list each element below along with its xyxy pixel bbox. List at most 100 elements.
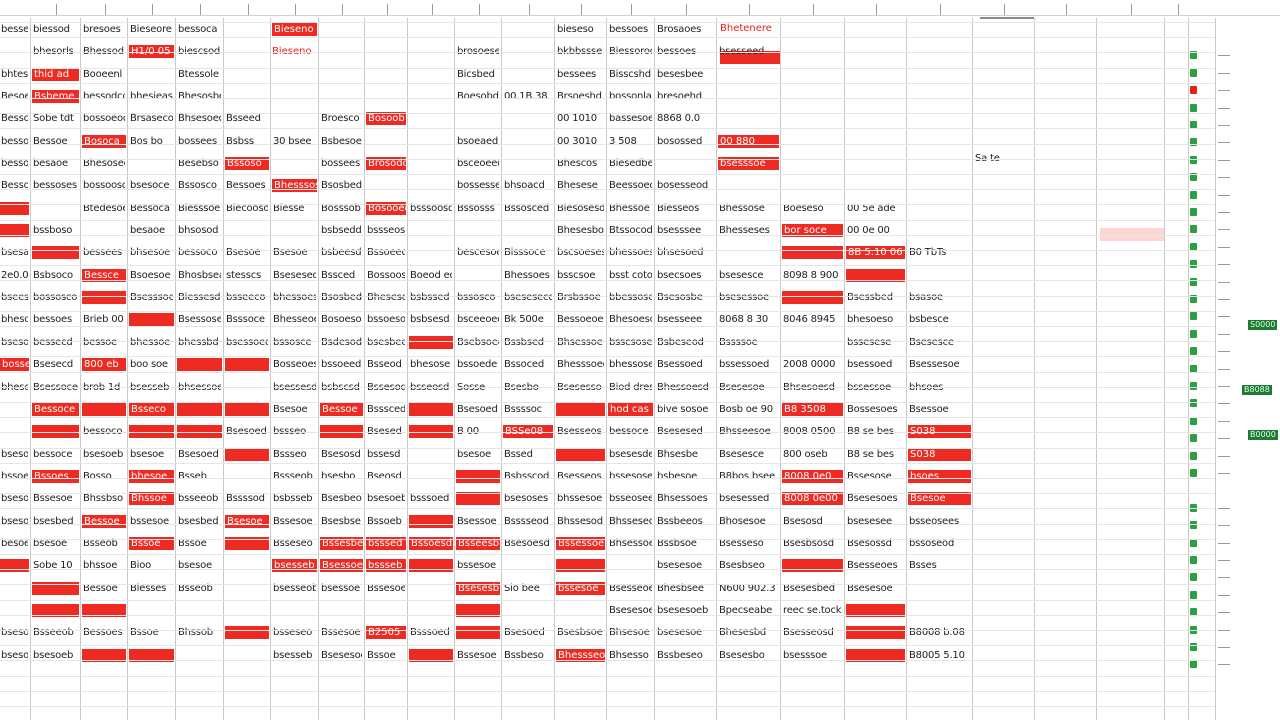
grid-cell[interactable]: bsbesce — [909, 314, 949, 325]
highlighted-cell[interactable] — [782, 291, 843, 304]
grid-cell[interactable]: Broesco — [321, 113, 360, 124]
grid-cell[interactable]: Bsesesce — [719, 449, 764, 460]
grid-cell[interactable]: Bicsbed — [457, 69, 495, 80]
grid-cell[interactable]: 8098 8 900 — [783, 270, 839, 281]
highlighted-cell[interactable] — [225, 448, 269, 461]
highlighted-cell[interactable] — [32, 246, 79, 259]
column-divider[interactable] — [1215, 18, 1216, 720]
highlighted-cell[interactable] — [82, 403, 126, 416]
highlighted-cell[interactable]: 8B 5.10 06 — [846, 246, 905, 259]
grid-cell[interactable]: Bessoeoe — [557, 314, 604, 325]
highlighted-cell[interactable]: Bosoca — [82, 135, 126, 148]
grid-cell[interactable]: bhessoes — [609, 247, 652, 258]
grid-cell[interactable]: Biessorod — [608, 45, 652, 58]
grid-cell[interactable]: Bsesesed — [656, 425, 714, 438]
column-divider[interactable] — [906, 18, 907, 720]
grid-cell[interactable]: 800 oseb — [783, 449, 828, 460]
grid-cell[interactable]: Bsessoe — [909, 404, 949, 415]
grid-cell[interactable]: bsesesoe — [657, 627, 702, 638]
grid-cell[interactable]: Bsseeob — [33, 627, 74, 638]
grid-cell[interactable]: Bessoes — [1, 113, 28, 124]
grid-cell[interactable]: bessees — [83, 247, 123, 258]
grid-cell[interactable]: bresoes — [83, 24, 121, 35]
grid-cell[interactable]: Booeenl — [83, 69, 123, 80]
grid-cell[interactable]: Bsessose — [178, 314, 221, 325]
grid-cell[interactable]: Bsesesoes — [847, 493, 898, 504]
grid-cell[interactable]: Bhesbsee — [657, 583, 704, 594]
grid-cell[interactable]: Bessoe — [33, 136, 68, 147]
grid-cell[interactable]: 3 508 — [609, 136, 637, 147]
grid-cell[interactable]: bssboso — [33, 225, 73, 236]
grid-cell[interactable]: besses — [1, 24, 28, 35]
soft-highlight-cell[interactable] — [1100, 228, 1164, 241]
grid-cell[interactable]: bsesoe — [1, 449, 28, 460]
grid-cell[interactable]: Biesse — [273, 203, 305, 214]
grid-cell[interactable]: B8bos bsee — [719, 471, 775, 482]
grid-cell[interactable]: bsesoeb — [367, 493, 405, 504]
grid-cell[interactable]: Bssesoe — [367, 583, 405, 594]
highlighted-cell[interactable] — [846, 269, 905, 282]
grid-cell[interactable]: Bhesoesoe — [609, 314, 652, 325]
grid-cell[interactable]: Bssoeed — [367, 247, 405, 258]
grid-cell[interactable]: bessoe — [83, 337, 117, 348]
grid-cell[interactable]: bhsesoe — [130, 247, 171, 258]
column-divider[interactable] — [1034, 18, 1035, 720]
column-divider[interactable] — [606, 18, 607, 720]
grid-cell[interactable]: Bhosbsea — [178, 270, 221, 281]
grid-cell[interactable]: bssesoe — [130, 516, 170, 527]
grid-cell[interactable]: Bhsesoed — [178, 113, 221, 124]
highlighted-cell[interactable]: Bssoesd — [409, 537, 453, 550]
grid-cell[interactable]: Bsesseoe — [609, 583, 652, 594]
grid-cell[interactable]: 00 0e 00 — [847, 225, 890, 236]
grid-cell[interactable]: bsbesoe — [657, 471, 698, 482]
grid-cell[interactable]: bsscsosed — [609, 337, 652, 348]
grid-cell[interactable]: bhesorls — [32, 45, 78, 58]
highlighted-cell[interactable]: Bessoe — [82, 515, 126, 528]
highlighted-cell[interactable] — [720, 51, 780, 64]
grid-cell[interactable]: bssoede — [457, 359, 498, 370]
highlighted-cell[interactable]: H1/0 05 — [129, 45, 174, 58]
column-divider[interactable] — [175, 18, 176, 720]
grid-cell[interactable]: bhsoacd — [504, 180, 545, 191]
highlighted-cell[interactable]: B2505 — [366, 626, 406, 639]
highlighted-cell[interactable] — [556, 559, 605, 572]
grid-cell[interactable]: bhessoes — [273, 292, 316, 303]
grid-cell[interactable]: Bsesesbo — [719, 650, 765, 661]
grid-cell[interactable]: reec se.tock — [783, 605, 842, 616]
highlighted-cell[interactable]: 00 880 — [718, 135, 779, 148]
highlighted-cell[interactable]: hod cas — [608, 403, 653, 416]
highlighted-cell[interactable]: Bhessseod — [556, 649, 605, 662]
grid-cell[interactable]: Bsesoe — [273, 404, 308, 415]
highlighted-cell[interactable]: Bhssoe — [129, 492, 174, 505]
highlighted-cell[interactable] — [177, 403, 222, 416]
grid-cell[interactable]: bsesseb — [273, 650, 313, 661]
grid-cell[interactable]: Brsaseco — [130, 113, 173, 124]
grid-cell[interactable]: bsees — [1, 292, 28, 303]
grid-cell[interactable]: bssosco — [457, 292, 496, 303]
grid-cell[interactable]: bsesesecd — [504, 292, 552, 303]
grid-cell[interactable]: Bsbsoco — [33, 270, 73, 281]
grid-cell[interactable]: bossonlad — [609, 91, 652, 102]
highlighted-cell[interactable] — [456, 470, 500, 483]
highlighted-cell[interactable]: S038 — [908, 448, 971, 461]
grid-cell[interactable]: Bhssesod — [557, 516, 603, 527]
grid-cell[interactable]: Bhsesbe — [657, 449, 698, 460]
grid-cell[interactable]: Bsesseos — [556, 425, 604, 438]
column-divider[interactable] — [80, 18, 81, 720]
grid-cell[interactable]: Bssoe — [367, 650, 396, 661]
grid-cell[interactable]: bbessose — [609, 292, 652, 303]
grid-cell[interactable]: bessodco — [83, 91, 125, 102]
grid-cell[interactable]: bsesseee — [657, 314, 702, 325]
highlighted-cell[interactable] — [32, 582, 79, 595]
grid-cell[interactable]: bessoce — [33, 449, 73, 460]
grid-cell[interactable]: Besoes — [1, 91, 28, 102]
grid-cell[interactable]: Bsesssoe — [130, 292, 173, 303]
grid-cell[interactable]: bsesseob — [273, 583, 316, 594]
grid-cell[interactable]: Beessoed — [609, 180, 652, 191]
grid-cell[interactable]: Bsesseosd — [783, 627, 834, 638]
grid-cell[interactable]: Bhesese — [557, 180, 598, 191]
grid-cell[interactable]: bsesbee — [367, 337, 405, 348]
grid-cell[interactable]: Bhesesd — [367, 292, 405, 303]
grid-cell[interactable]: Bsesoe — [273, 247, 308, 258]
grid-cell[interactable]: bessoco — [82, 425, 125, 438]
